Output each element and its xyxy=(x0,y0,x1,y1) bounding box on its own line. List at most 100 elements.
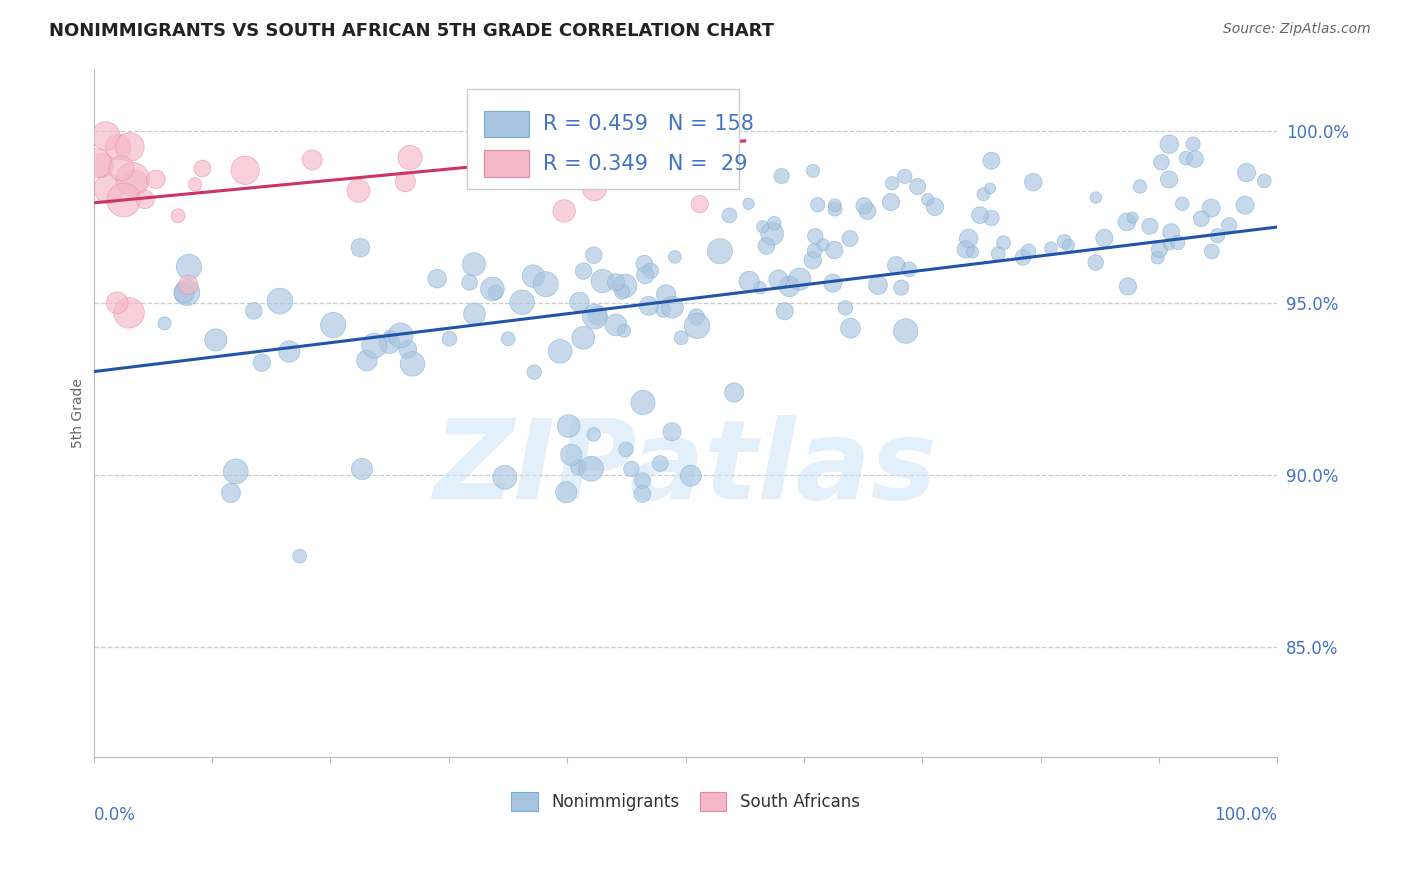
Point xyxy=(378,336,401,351)
Point xyxy=(821,276,844,290)
Point xyxy=(1199,201,1222,215)
Point xyxy=(301,153,323,167)
Point xyxy=(496,332,519,346)
Point xyxy=(866,278,889,293)
Point xyxy=(1012,251,1035,265)
Point xyxy=(522,269,544,284)
Point xyxy=(1150,155,1173,169)
Point xyxy=(572,331,595,345)
Point xyxy=(173,286,195,301)
Point xyxy=(1175,151,1198,165)
Point xyxy=(557,419,579,434)
Point xyxy=(350,462,373,476)
Point xyxy=(86,156,108,170)
Point xyxy=(1092,231,1115,245)
Point xyxy=(768,272,790,286)
Point xyxy=(1182,136,1205,151)
Bar xyxy=(484,112,529,137)
Point xyxy=(969,208,991,222)
Point xyxy=(396,343,419,357)
Point xyxy=(620,462,643,476)
Point xyxy=(789,272,811,286)
Point xyxy=(631,474,654,488)
Point xyxy=(979,181,1001,195)
Point xyxy=(1184,152,1206,166)
Bar xyxy=(467,89,738,189)
Point xyxy=(770,169,793,183)
Point xyxy=(884,259,907,273)
Point xyxy=(633,257,655,271)
Point xyxy=(880,195,903,210)
Point xyxy=(605,275,627,289)
Point xyxy=(145,172,167,186)
Point xyxy=(689,130,711,145)
Point xyxy=(349,241,371,255)
Point xyxy=(751,219,773,234)
Point xyxy=(894,324,917,338)
Point xyxy=(801,164,824,178)
Point xyxy=(548,344,571,359)
Point xyxy=(322,318,344,332)
Point xyxy=(363,338,385,352)
Point xyxy=(685,310,707,324)
Point xyxy=(110,161,132,176)
Point xyxy=(534,277,557,292)
Point xyxy=(763,216,786,230)
Point xyxy=(738,274,761,288)
Point xyxy=(98,182,121,196)
Point xyxy=(347,184,370,198)
Point xyxy=(856,204,879,219)
Text: ZIPatlas: ZIPatlas xyxy=(433,415,938,522)
Point xyxy=(1084,255,1107,269)
Point xyxy=(1189,211,1212,226)
Point xyxy=(1206,228,1229,243)
Point xyxy=(233,163,256,178)
Point xyxy=(586,309,609,323)
Bar xyxy=(484,151,529,177)
Point xyxy=(494,470,516,484)
Point xyxy=(568,295,591,310)
Point xyxy=(250,356,273,370)
Point xyxy=(439,332,461,346)
Point xyxy=(592,274,614,288)
Point xyxy=(749,281,772,295)
Point xyxy=(484,285,506,300)
Point xyxy=(399,151,422,165)
Point xyxy=(669,331,692,345)
Point xyxy=(853,199,876,213)
Point xyxy=(481,282,503,296)
Point xyxy=(1159,237,1181,252)
Text: 100.0%: 100.0% xyxy=(1215,805,1278,823)
Point xyxy=(801,253,824,268)
Point xyxy=(572,264,595,278)
Point xyxy=(987,246,1010,260)
Point xyxy=(839,321,862,335)
Point xyxy=(1053,235,1076,249)
Point xyxy=(718,208,741,222)
Point xyxy=(177,260,200,274)
Point xyxy=(225,464,247,478)
Point xyxy=(1146,251,1168,265)
Point xyxy=(463,257,485,271)
Point xyxy=(824,198,846,212)
Point xyxy=(803,244,825,258)
Point xyxy=(167,209,190,223)
Point xyxy=(661,300,683,314)
Legend: Nonimmigrants, South Africans: Nonimmigrants, South Africans xyxy=(505,785,866,818)
Point xyxy=(898,262,921,277)
Point xyxy=(582,427,605,442)
Point xyxy=(389,328,412,343)
Point xyxy=(993,235,1015,250)
Point xyxy=(1253,174,1275,188)
Point xyxy=(118,140,141,154)
Point xyxy=(824,202,846,216)
Point xyxy=(605,318,627,332)
Point xyxy=(124,175,146,189)
Point xyxy=(463,307,485,321)
Point xyxy=(583,181,606,195)
Point xyxy=(378,329,401,343)
Point xyxy=(807,198,830,212)
Point xyxy=(184,178,207,192)
Point xyxy=(426,271,449,285)
Point xyxy=(804,229,827,244)
